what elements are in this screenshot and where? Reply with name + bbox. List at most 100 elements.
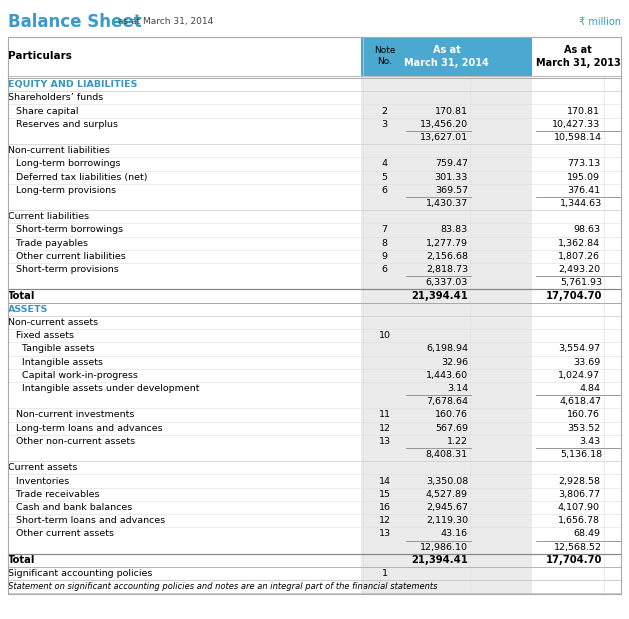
Text: Non-current liabilities: Non-current liabilities	[8, 146, 110, 155]
Text: 15: 15	[379, 490, 391, 499]
Text: 33.69: 33.69	[573, 358, 600, 366]
Text: 1,430.37: 1,430.37	[426, 199, 468, 208]
Text: 6: 6	[382, 265, 387, 274]
Text: 353.52: 353.52	[567, 424, 600, 433]
Text: 4,107.90: 4,107.90	[558, 503, 600, 512]
Text: Note
No.: Note No.	[374, 46, 395, 66]
Text: Other current liabilities: Other current liabilities	[10, 252, 126, 261]
Text: 21,394.41: 21,394.41	[411, 291, 468, 301]
Text: Significant accounting policies: Significant accounting policies	[8, 569, 152, 578]
Text: 170.81: 170.81	[435, 106, 468, 116]
Text: Trade receivables: Trade receivables	[10, 490, 99, 499]
Text: 160.76: 160.76	[567, 410, 600, 420]
Text: 12: 12	[379, 516, 391, 525]
Text: ASSETS: ASSETS	[8, 305, 48, 314]
Text: as at March 31, 2014: as at March 31, 2014	[118, 17, 213, 26]
Text: 13,627.01: 13,627.01	[420, 133, 468, 142]
Text: As at
March 31, 2014: As at March 31, 2014	[404, 45, 489, 67]
Text: 5,136.18: 5,136.18	[560, 450, 602, 459]
Text: Current assets: Current assets	[8, 464, 77, 472]
Text: 160.76: 160.76	[435, 410, 468, 420]
Text: 14: 14	[379, 477, 391, 485]
Text: 8,408.31: 8,408.31	[426, 450, 468, 459]
Text: 3.14: 3.14	[447, 384, 468, 393]
Text: Capital work-in-progress: Capital work-in-progress	[10, 371, 138, 380]
Text: 2,928.58: 2,928.58	[558, 477, 600, 485]
Text: Total: Total	[8, 291, 35, 301]
Text: Fixed assets: Fixed assets	[10, 331, 74, 340]
Text: Shareholders’ funds: Shareholders’ funds	[8, 93, 103, 102]
Text: 773.13: 773.13	[567, 160, 600, 168]
Text: Balance Sheet: Balance Sheet	[8, 12, 142, 31]
Text: Non-current investments: Non-current investments	[10, 410, 135, 420]
Text: Other current assets: Other current assets	[10, 529, 114, 539]
Text: Long-term borrowings: Long-term borrowings	[10, 160, 121, 168]
Text: EQUITY AND LIABILITIES: EQUITY AND LIABILITIES	[8, 80, 137, 89]
Text: 12,568.52: 12,568.52	[554, 543, 602, 552]
Text: 4.84: 4.84	[579, 384, 600, 393]
Text: 4,618.47: 4,618.47	[560, 397, 602, 406]
Text: As at
March 31, 2013: As at March 31, 2013	[536, 45, 620, 67]
Text: 7: 7	[382, 225, 387, 235]
Text: 9: 9	[382, 252, 387, 261]
Text: 98.63: 98.63	[573, 225, 600, 235]
Text: 2: 2	[382, 106, 387, 116]
Text: Share capital: Share capital	[10, 106, 79, 116]
Text: 5,761.93: 5,761.93	[560, 279, 602, 287]
Text: 1,277.79: 1,277.79	[426, 239, 468, 248]
Text: Long-term loans and advances: Long-term loans and advances	[10, 424, 163, 433]
Text: Non-current assets: Non-current assets	[8, 318, 98, 327]
Text: 2,119.30: 2,119.30	[426, 516, 468, 525]
Text: 3,806.77: 3,806.77	[558, 490, 600, 499]
Text: Intangible assets under development: Intangible assets under development	[10, 384, 199, 393]
Bar	[8, 37, 621, 594]
Text: 8: 8	[382, 239, 387, 248]
Text: 10: 10	[379, 331, 391, 340]
Text: 3,554.97: 3,554.97	[558, 344, 600, 353]
Text: 10,427.33: 10,427.33	[552, 119, 600, 129]
Text: 3.43: 3.43	[579, 437, 600, 446]
Text: Statement on significant accounting policies and notes are an integral part of t: Statement on significant accounting poli…	[8, 582, 438, 591]
Bar	[361, 37, 532, 594]
Text: 12,986.10: 12,986.10	[420, 543, 468, 552]
Text: Intangible assets: Intangible assets	[10, 358, 103, 366]
Text: 1,807.26: 1,807.26	[558, 252, 600, 261]
Text: Reserves and surplus: Reserves and surplus	[10, 119, 118, 129]
Text: Other non-current assets: Other non-current assets	[10, 437, 135, 446]
Text: 2,493.20: 2,493.20	[558, 265, 600, 274]
Text: 13: 13	[379, 437, 391, 446]
Text: 5: 5	[382, 173, 387, 181]
Text: 376.41: 376.41	[567, 186, 600, 195]
Text: 7,678.64: 7,678.64	[426, 397, 468, 406]
Text: 369.57: 369.57	[435, 186, 468, 195]
Text: 4,527.89: 4,527.89	[426, 490, 468, 499]
Text: Short-term provisions: Short-term provisions	[10, 265, 119, 274]
Text: 1,344.63: 1,344.63	[560, 199, 602, 208]
Text: 2,156.68: 2,156.68	[426, 252, 468, 261]
Text: Particulars: Particulars	[8, 51, 72, 61]
Text: 1: 1	[382, 569, 387, 578]
Text: 1,024.97: 1,024.97	[558, 371, 600, 380]
Text: Long-term provisions: Long-term provisions	[10, 186, 116, 195]
Text: Inventories: Inventories	[10, 477, 69, 485]
Text: ₹ million: ₹ million	[579, 17, 621, 27]
Text: 567.69: 567.69	[435, 424, 468, 433]
Text: Tangible assets: Tangible assets	[10, 344, 94, 353]
Text: 301.33: 301.33	[435, 173, 468, 181]
Text: 6: 6	[382, 186, 387, 195]
Text: 13,456.20: 13,456.20	[420, 119, 468, 129]
Text: 4: 4	[382, 160, 387, 168]
Text: 1,656.78: 1,656.78	[558, 516, 600, 525]
Text: 43.16: 43.16	[441, 529, 468, 539]
Text: 3: 3	[381, 119, 387, 129]
Text: 10,598.14: 10,598.14	[554, 133, 602, 142]
Text: 1.22: 1.22	[447, 437, 468, 446]
Text: 195.09: 195.09	[567, 173, 600, 181]
Text: 759.47: 759.47	[435, 160, 468, 168]
Text: Short-term borrowings: Short-term borrowings	[10, 225, 123, 235]
Text: 68.49: 68.49	[573, 529, 600, 539]
Text: 83.83: 83.83	[441, 225, 468, 235]
Text: 12: 12	[379, 424, 391, 433]
Text: Short-term loans and advances: Short-term loans and advances	[10, 516, 165, 525]
Text: 6,337.03: 6,337.03	[426, 279, 468, 287]
